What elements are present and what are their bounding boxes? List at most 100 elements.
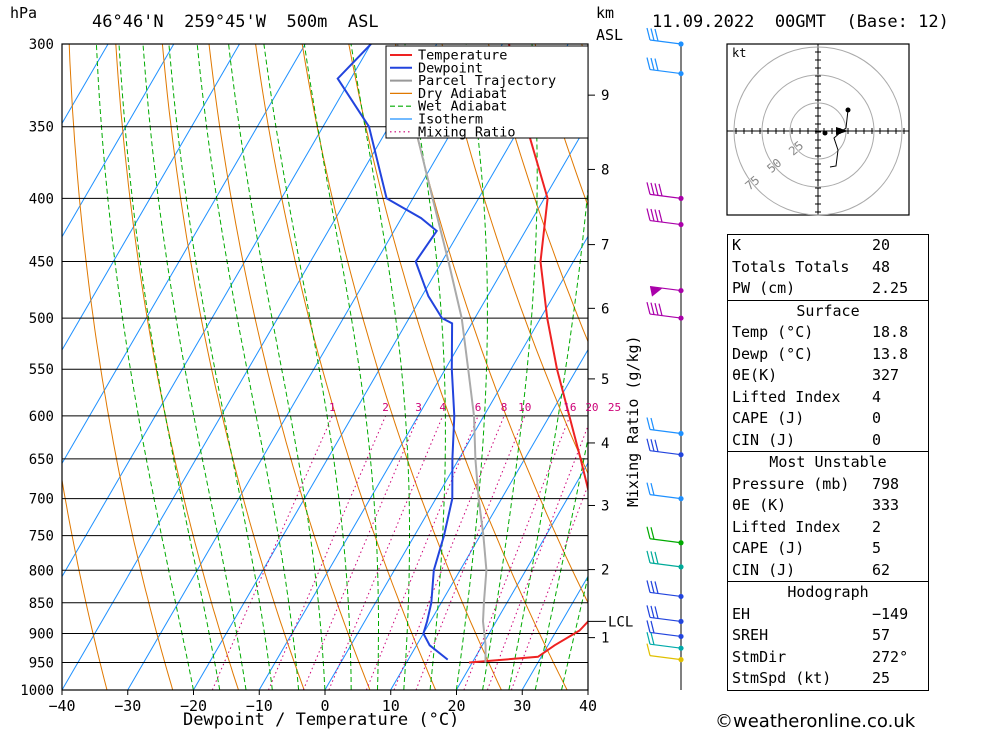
index-label: CAPE (J) — [732, 409, 805, 427]
wind-barb-staff — [649, 562, 682, 568]
wind-barb-staff — [649, 313, 682, 319]
wet-adiabat-line — [455, 44, 488, 690]
isotherm-line — [455, 462, 588, 690]
wind-barb-staff — [649, 631, 682, 638]
index-label: Lifted Index — [732, 387, 841, 406]
wind-barb-feather — [646, 620, 651, 633]
wind-barb-staff — [649, 450, 682, 456]
altitude-tick-label: 3 — [601, 498, 609, 514]
isotherm-line — [127, 44, 503, 690]
wind-barb-feather — [646, 438, 651, 451]
legend-entry: Parcel Trajectory — [418, 73, 556, 89]
index-value: 0 — [872, 409, 882, 427]
wind-barb-feather — [646, 57, 651, 70]
wind-barb-feather — [650, 527, 655, 540]
wind-barb-feather — [646, 417, 651, 430]
wind-barb-feather — [650, 632, 655, 645]
wind-barb-staff — [649, 591, 682, 598]
forecast-datetime: 11.09.2022 00GMT (Base: 12) — [652, 12, 949, 32]
index-row: CAPE (J) 5 — [728, 538, 928, 560]
altitude-tick-label: 1 — [601, 631, 609, 647]
dry-adiabat-line — [441, 44, 588, 475]
index-row: CAPE (J) 0 — [728, 408, 928, 430]
wind-barb-feather — [646, 580, 651, 593]
index-value: 2 — [872, 517, 882, 536]
index-label: θE(K) — [732, 366, 778, 384]
wind-barb-staff — [649, 68, 682, 75]
dry-adiabat-line — [62, 477, 108, 690]
index-label: CIN (J) — [732, 430, 796, 449]
pressure-tick-label: 400 — [29, 191, 54, 207]
wind-barb-feather — [654, 209, 659, 222]
wet-adiabat-line — [118, 44, 221, 690]
isotherm-line — [258, 122, 588, 690]
wet-adiabat-line — [482, 44, 538, 690]
altitude-tick-label: 5 — [601, 372, 609, 388]
wind-barb-feather — [658, 209, 663, 223]
temp-tick-label: −40 — [48, 697, 75, 715]
mixing-ratio-line — [393, 415, 505, 690]
mixing-ratio-line — [302, 415, 419, 690]
mixing-ratio-label: 16 — [563, 401, 576, 414]
mixing-ratio-label: 6 — [475, 401, 482, 414]
dry-adiabat-line — [955, 44, 1000, 690]
wind-barb-staff — [649, 428, 682, 435]
wind-barb-feather — [654, 439, 659, 452]
index-value: 48 — [872, 257, 891, 276]
altitude-tick-label: 2 — [601, 563, 609, 579]
mixing-ratio-label: 20 — [585, 401, 598, 414]
wind-barb-feather — [654, 183, 659, 196]
wind-barb-feather — [646, 208, 651, 221]
index-label: CAPE (J) — [732, 539, 805, 557]
wind-barb-feather — [658, 303, 663, 316]
mixing-ratio-label: 25 — [608, 401, 621, 414]
wind-barb-staff — [649, 616, 682, 623]
isotherm-line — [62, 44, 372, 578]
index-value: 272° — [872, 647, 909, 666]
dry-adiabat-line — [68, 44, 174, 690]
altitude-tick-label: 4 — [601, 436, 609, 452]
dry-adiabat-line — [301, 44, 502, 690]
wind-barb-feather — [658, 183, 663, 197]
temp-tick-label: 10 — [382, 697, 400, 715]
p-unit-label: hPa — [10, 4, 38, 22]
isotherm-line — [62, 44, 109, 125]
site-credit[interactable]: ©weatheronline.co.uk — [715, 711, 916, 732]
station-location: 46°46'N 259°45'W 500m ASL — [92, 12, 379, 32]
wind-barb-staff — [649, 193, 682, 199]
wind-barb-feather — [650, 28, 655, 41]
wind-barb-feather — [654, 28, 659, 42]
wet-adiabat-line — [228, 44, 326, 690]
legend-entry: Mixing Ratio — [418, 124, 516, 140]
pressure-tick-label: 700 — [29, 492, 54, 508]
legend-entry: Wet Adiabat — [418, 99, 507, 115]
legend-box — [385, 45, 589, 139]
index-row: Dewp (°C) 13.8 — [728, 344, 928, 366]
pressure-tick-label: 500 — [29, 311, 54, 327]
km-unit-label: km — [596, 4, 615, 22]
index-row: CIN (J) 62 — [728, 560, 928, 582]
index-value: 25 — [872, 669, 891, 687]
isotherm-line — [521, 575, 588, 690]
index-label: K — [732, 236, 742, 254]
mixing-ratio-label: 2 — [382, 401, 389, 414]
altitude-tick-label: 7 — [601, 238, 609, 254]
wind-barb-feather — [646, 550, 651, 564]
mixing-ratio-line — [268, 415, 387, 690]
wet-adiabat-line — [196, 44, 300, 690]
surface-title: Surface — [728, 299, 928, 323]
wind-level-dot — [678, 657, 684, 663]
mixing-ratio-label: 1 — [329, 401, 336, 414]
temperature-line — [468, 44, 588, 664]
wind-barb-feather — [650, 580, 655, 594]
index-label: Temp (°C) — [732, 323, 814, 341]
pressure-tick-label: 1000 — [20, 683, 54, 699]
wind-barb-staff — [649, 494, 682, 500]
wet-adiabat-line — [587, 687, 588, 690]
index-label: Totals Totals — [732, 257, 850, 276]
mixing-ratio-line — [510, 484, 588, 690]
index-value: 5 — [872, 539, 882, 557]
isotherm-line — [62, 44, 240, 352]
index-row: Totals Totals 48 — [728, 257, 928, 279]
legend-entry: Dry Adiabat — [418, 86, 507, 102]
